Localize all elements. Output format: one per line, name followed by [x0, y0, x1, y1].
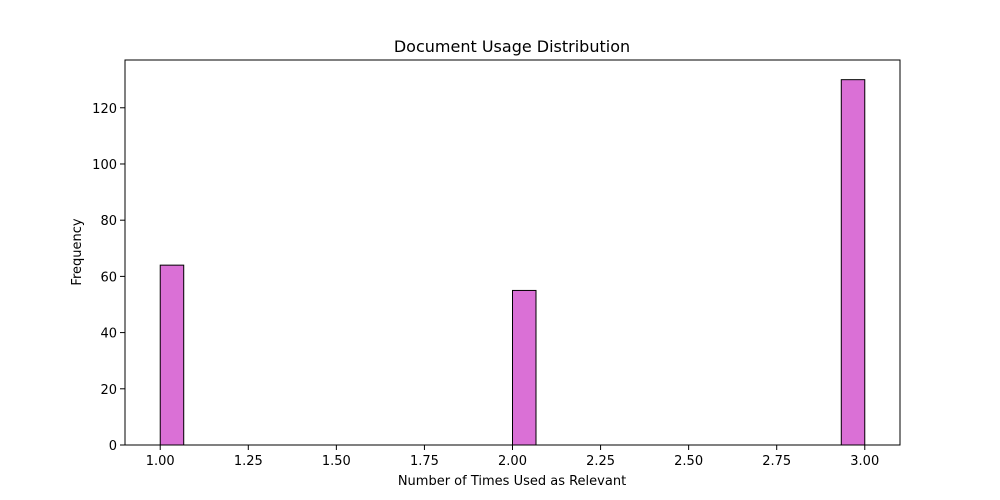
y-axis-label: Frequency: [70, 218, 85, 285]
x-tick-label: 2.00: [498, 454, 527, 469]
y-tick-label: 0: [109, 439, 117, 454]
histogram-bar: [159, 264, 185, 446]
bars-layer: [159, 79, 866, 446]
chart-title: Document Usage Distribution: [394, 37, 630, 56]
x-tick-label: 2.25: [586, 454, 615, 469]
x-tick-label: 2.75: [762, 454, 791, 469]
x-tick-label: 1.00: [146, 454, 175, 469]
x-tick-label: 1.25: [234, 454, 263, 469]
y-tick-label: 20: [100, 383, 117, 398]
x-axis: 1.00 1.25 1.50 1.75 2.00 2.25 2.50 2.75 3.00: [146, 445, 879, 469]
histogram-bar: [840, 79, 866, 446]
x-tick-label: 1.50: [322, 454, 351, 469]
histogram-bar: [512, 289, 537, 446]
y-axis: 0 20 40 60 80 100 120: [92, 102, 125, 454]
x-tick-label: 2.50: [674, 454, 703, 469]
y-tick-label: 40: [100, 327, 117, 342]
y-tick-label: 100: [92, 158, 117, 173]
x-tick-label: 1.75: [410, 454, 439, 469]
y-tick-label: 120: [92, 102, 117, 117]
x-axis-label: Number of Times Used as Relevant: [398, 474, 626, 489]
y-tick-label: 60: [100, 270, 117, 285]
y-tick-label: 80: [100, 214, 117, 229]
x-tick-label: 3.00: [850, 454, 879, 469]
